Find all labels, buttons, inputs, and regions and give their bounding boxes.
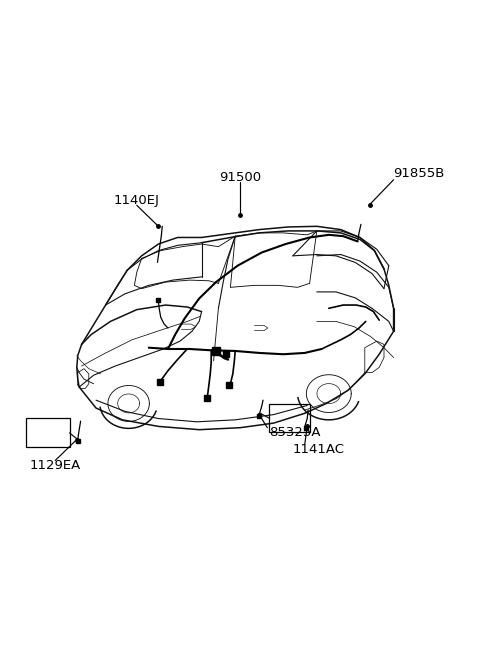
- Text: 91855B: 91855B: [394, 167, 445, 180]
- Bar: [269, 404, 310, 432]
- Text: 91500: 91500: [219, 171, 261, 184]
- Bar: [26, 418, 70, 447]
- Text: 1141AC: 1141AC: [293, 443, 345, 456]
- Text: 1129EA: 1129EA: [30, 459, 81, 472]
- Text: 1140EJ: 1140EJ: [114, 194, 160, 207]
- Text: 85325A: 85325A: [269, 426, 320, 440]
